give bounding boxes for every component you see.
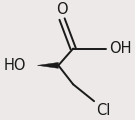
Polygon shape — [37, 62, 58, 68]
Text: Cl: Cl — [97, 103, 111, 118]
Text: O: O — [56, 2, 68, 17]
Text: OH: OH — [109, 41, 131, 56]
Text: HO: HO — [4, 58, 26, 73]
